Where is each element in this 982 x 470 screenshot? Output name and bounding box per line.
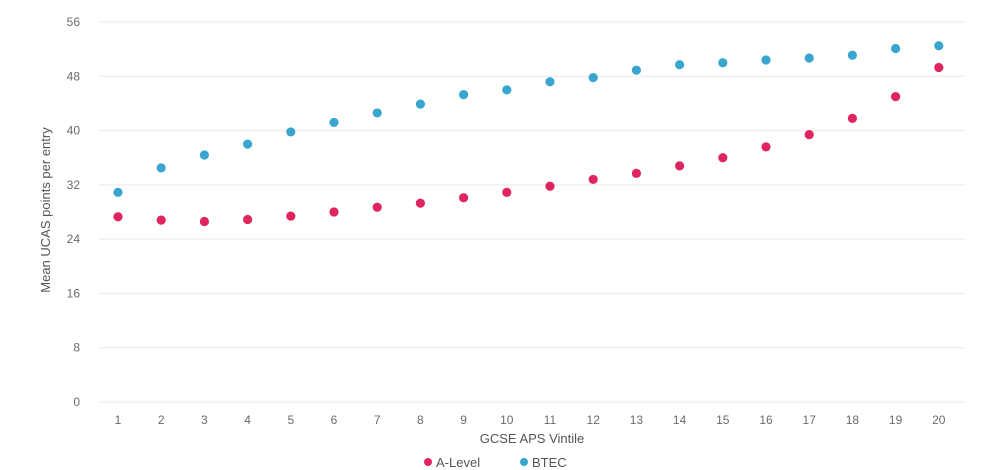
x-tick-label: 11	[544, 413, 557, 427]
y-tick-label: 32	[67, 178, 81, 192]
x-axis-ticks: 1 2 3 4 5 6 7 8 9 10 11 12 13 14 15 16 17 18 19 20	[115, 413, 946, 427]
data-point	[631, 65, 642, 75]
x-tick-label: 16	[759, 413, 773, 427]
x-tick-label: 9	[460, 413, 467, 427]
x-tick-label: 7	[374, 413, 381, 427]
data-point	[156, 215, 166, 225]
data-point	[329, 117, 339, 128]
data-point	[804, 53, 814, 63]
x-tick-label: 2	[158, 413, 165, 427]
x-tick-label: 5	[287, 413, 294, 427]
data-point	[415, 99, 425, 109]
data-point	[891, 92, 901, 102]
x-tick-label: 15	[716, 413, 730, 427]
data-point	[156, 163, 166, 173]
y-axis-ticks: 0 8 16 24 32 40 48 56	[67, 15, 81, 409]
y-tick-label: 48	[67, 69, 81, 83]
data-point	[243, 139, 253, 149]
series-btec	[113, 41, 944, 197]
x-tick-label: 18	[846, 413, 860, 427]
x-tick-label: 14	[673, 413, 687, 427]
data-point	[847, 50, 858, 60]
y-tick-label: 16	[67, 286, 81, 300]
y-axis-title: Mean UCAS points per entry	[38, 127, 53, 293]
series-a-level	[113, 62, 944, 227]
data-point	[459, 193, 469, 203]
data-point	[329, 207, 339, 217]
legend-label-btec: BTEC	[532, 455, 567, 470]
x-tick-label: 4	[244, 413, 251, 427]
data-point	[113, 187, 123, 197]
data-point	[761, 142, 771, 152]
x-tick-label: 1	[115, 413, 122, 427]
legend-label-a-level: A-Level	[436, 455, 480, 470]
data-point	[804, 130, 814, 140]
y-tick-label: 56	[67, 15, 81, 29]
data-point	[675, 161, 685, 171]
x-axis-title: GCSE APS Vintile	[480, 431, 585, 446]
y-tick-label: 40	[67, 124, 81, 138]
data-point	[545, 77, 555, 87]
x-tick-label: 19	[889, 413, 903, 427]
data-point	[588, 174, 598, 185]
y-tick-label: 8	[73, 341, 80, 355]
data-point	[588, 73, 598, 83]
data-point	[891, 43, 901, 54]
data-point	[761, 55, 771, 65]
data-point	[718, 153, 728, 163]
x-tick-label: 3	[201, 413, 208, 427]
data-point	[459, 90, 469, 100]
data-point	[934, 41, 944, 51]
data-point	[372, 108, 382, 118]
data-point	[286, 211, 296, 221]
x-tick-label: 10	[500, 413, 514, 427]
x-tick-label: 17	[803, 413, 817, 427]
x-tick-label: 6	[331, 413, 338, 427]
data-point	[847, 113, 858, 123]
data-point	[502, 187, 512, 197]
data-point	[675, 60, 685, 70]
legend: A-Level BTEC	[424, 455, 567, 470]
gridlines	[98, 21, 965, 403]
data-point	[631, 168, 642, 178]
y-tick-label: 0	[73, 395, 80, 409]
data-point	[243, 214, 253, 225]
data-point	[502, 85, 512, 95]
data-point	[113, 212, 123, 222]
data-points	[113, 41, 944, 227]
data-point	[415, 198, 425, 208]
x-tick-label: 20	[932, 413, 946, 427]
data-point	[286, 127, 296, 137]
x-tick-label: 13	[630, 413, 644, 427]
x-tick-label: 8	[417, 413, 424, 427]
data-point	[545, 181, 555, 191]
data-point	[372, 202, 382, 212]
legend-marker-btec	[520, 458, 528, 466]
data-point	[199, 150, 209, 160]
data-point	[718, 58, 728, 68]
legend-marker-a-level	[424, 458, 432, 466]
x-tick-label: 12	[587, 413, 601, 427]
y-tick-label: 24	[67, 232, 81, 246]
data-point	[199, 216, 209, 227]
data-point	[934, 62, 944, 73]
